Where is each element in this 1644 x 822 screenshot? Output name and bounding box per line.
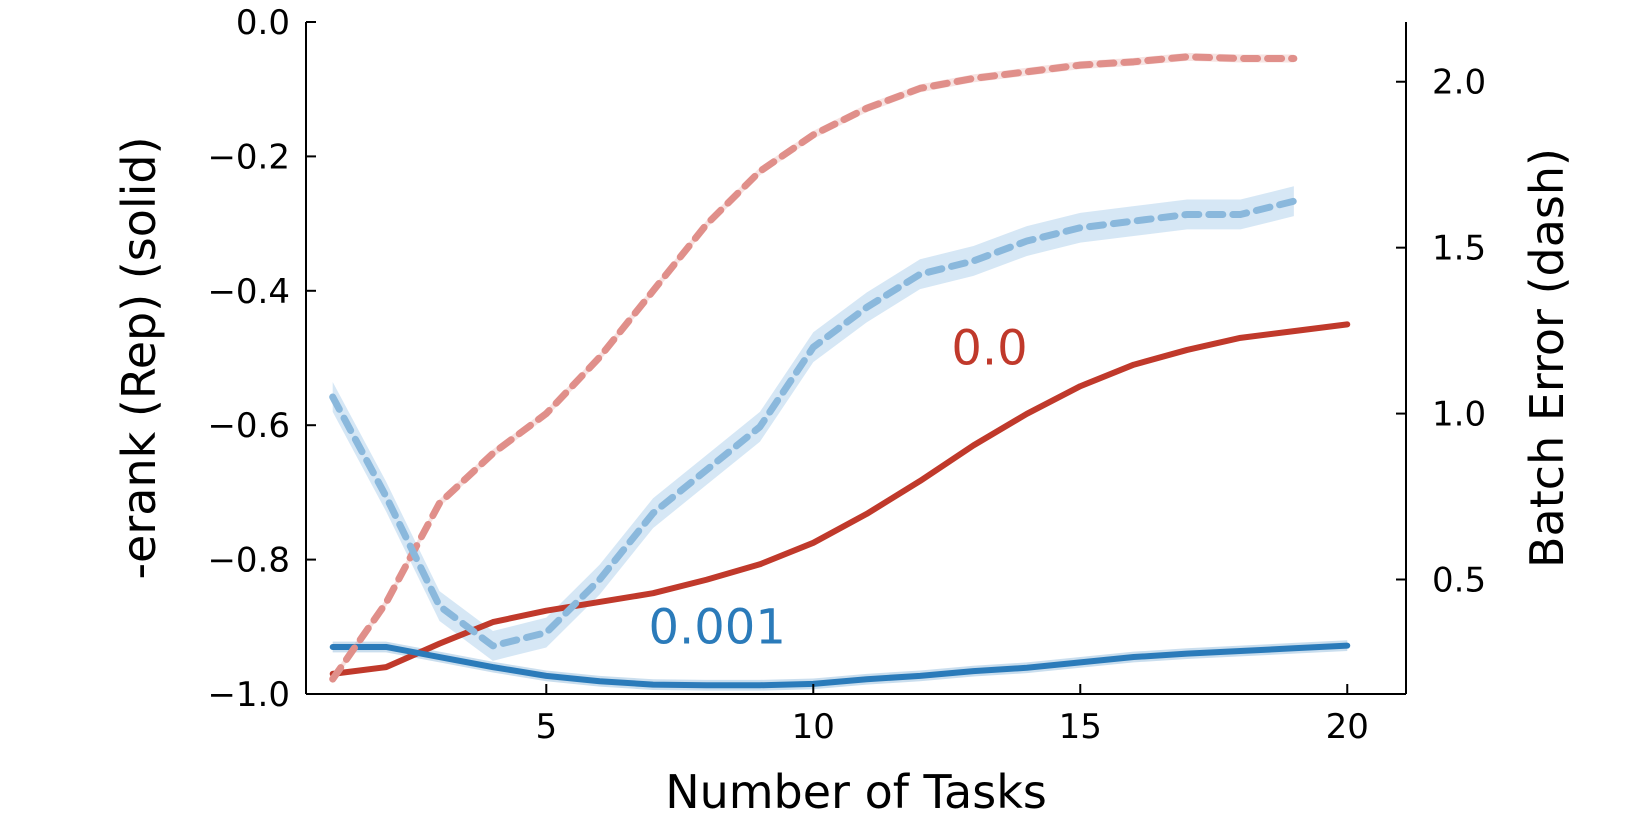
red-solid-line [329, 321, 1351, 677]
y-left-tick-label: −0.2 [207, 137, 290, 177]
y-right-tick-label: 1.0 [1432, 395, 1486, 435]
x-tick-label: 10 [792, 707, 835, 747]
x-tick-label: 5 [535, 707, 557, 747]
series-lines [329, 53, 1351, 689]
y-right-tick-label: 2.0 [1432, 63, 1486, 103]
series-annotation: 0.001 [648, 600, 785, 656]
y-left-tick-label: −0.4 [207, 272, 290, 312]
axes [305, 22, 1407, 695]
x-tick-label: 15 [1059, 707, 1102, 747]
red-dash-line [329, 53, 1298, 683]
blue-solid-line [329, 642, 1351, 689]
blue-dash-line [329, 197, 1298, 650]
y-right-tick-label: 1.5 [1432, 229, 1486, 269]
y-left-tick-label: −0.6 [207, 406, 290, 446]
blue-dash-band [332, 186, 1294, 661]
y-left-tick-label: 0.0 [236, 3, 290, 43]
series-annotation: 0.0 [951, 321, 1027, 377]
y-axis-title-right: Batch Error (dash) [1520, 148, 1574, 568]
y-axis-title-left: -erank (Rep) (solid) [112, 136, 166, 579]
error-bands [332, 52, 1348, 691]
x-axis-title: Number of Tasks [665, 765, 1047, 819]
y-right-tick-label: 0.5 [1432, 561, 1486, 601]
x-tick-label: 20 [1326, 707, 1369, 747]
ticks: 5 10 15 20 0.0 −0.2 −0.4 −0.6 −0.8 −1.0 0.5 1.0 1.5 2… [207, 3, 1486, 747]
annotations: 0.0 0.001 [648, 321, 1027, 656]
red-dash-band [332, 52, 1294, 684]
y-left-tick-label: −1.0 [207, 675, 290, 715]
y-left-tick-label: −0.8 [207, 541, 290, 581]
